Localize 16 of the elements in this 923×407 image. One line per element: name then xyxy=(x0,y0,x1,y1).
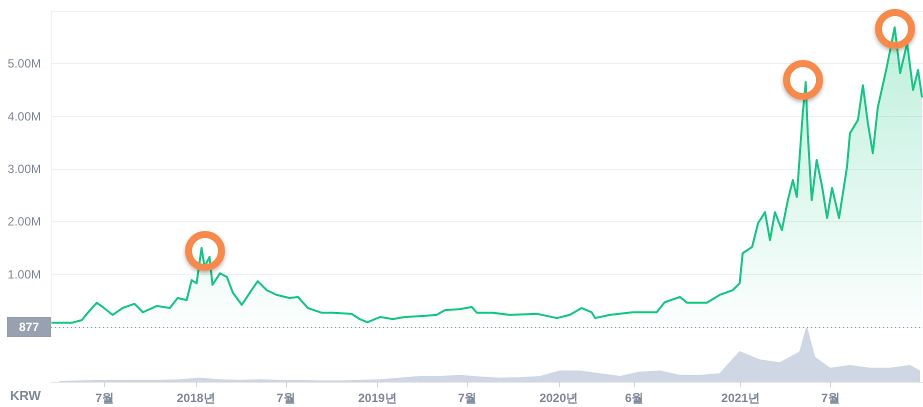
y-tick-label: 2.00M xyxy=(8,214,41,229)
y-tick-label: 4.00M xyxy=(8,109,41,124)
y-tick-label: 1.00M xyxy=(8,267,41,282)
y-axis-title: KRW xyxy=(10,388,42,403)
x-tick-label: 2019년 xyxy=(358,391,397,405)
x-tick-label: 2021년 xyxy=(721,391,760,405)
ref-line-label: 877 xyxy=(18,320,40,334)
x-tick-label: 7월 xyxy=(821,391,840,405)
x-tick-label: 7월 xyxy=(458,391,477,405)
x-tick-label: 6월 xyxy=(624,391,644,405)
y-tick-label: 3.00M xyxy=(8,162,41,176)
y-tick-label: 5.00M xyxy=(8,56,41,71)
x-tick-label: 7월 xyxy=(276,391,296,405)
x-tick-label: 2018년 xyxy=(176,391,216,405)
x-tick-label: 7월 xyxy=(95,391,114,405)
x-tick-label: 2020년 xyxy=(539,391,578,405)
